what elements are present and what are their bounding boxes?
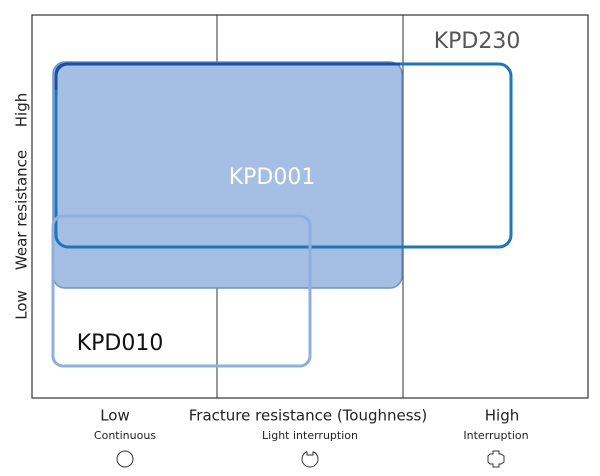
x-level-sublabel: Light interruption [262, 429, 358, 442]
icon-interruption [487, 450, 505, 468]
icon-light-interruption [301, 451, 319, 468]
x-level-sublabel: Interruption [463, 429, 528, 442]
x-level-label: Low [100, 407, 130, 425]
grade-label: KPD001 [229, 165, 316, 190]
x-axis-title: Fracture resistance (Toughness) [189, 407, 427, 425]
grade-label: KPD230 [434, 29, 521, 54]
grade-label: KPD010 [77, 331, 164, 356]
grade-region-kpd001 [52, 61, 403, 289]
x-level-sublabel: Continuous [94, 429, 156, 442]
y-axis-low: Low [13, 290, 31, 320]
y-axis-high: High [13, 93, 31, 127]
grade-region-kpd010 [51, 214, 312, 368]
grade-region-overlap [54, 62, 400, 90]
x-level-label: High [485, 407, 519, 425]
y-axis-title: Wear resistance [13, 150, 31, 270]
icon-continuous [116, 450, 134, 468]
